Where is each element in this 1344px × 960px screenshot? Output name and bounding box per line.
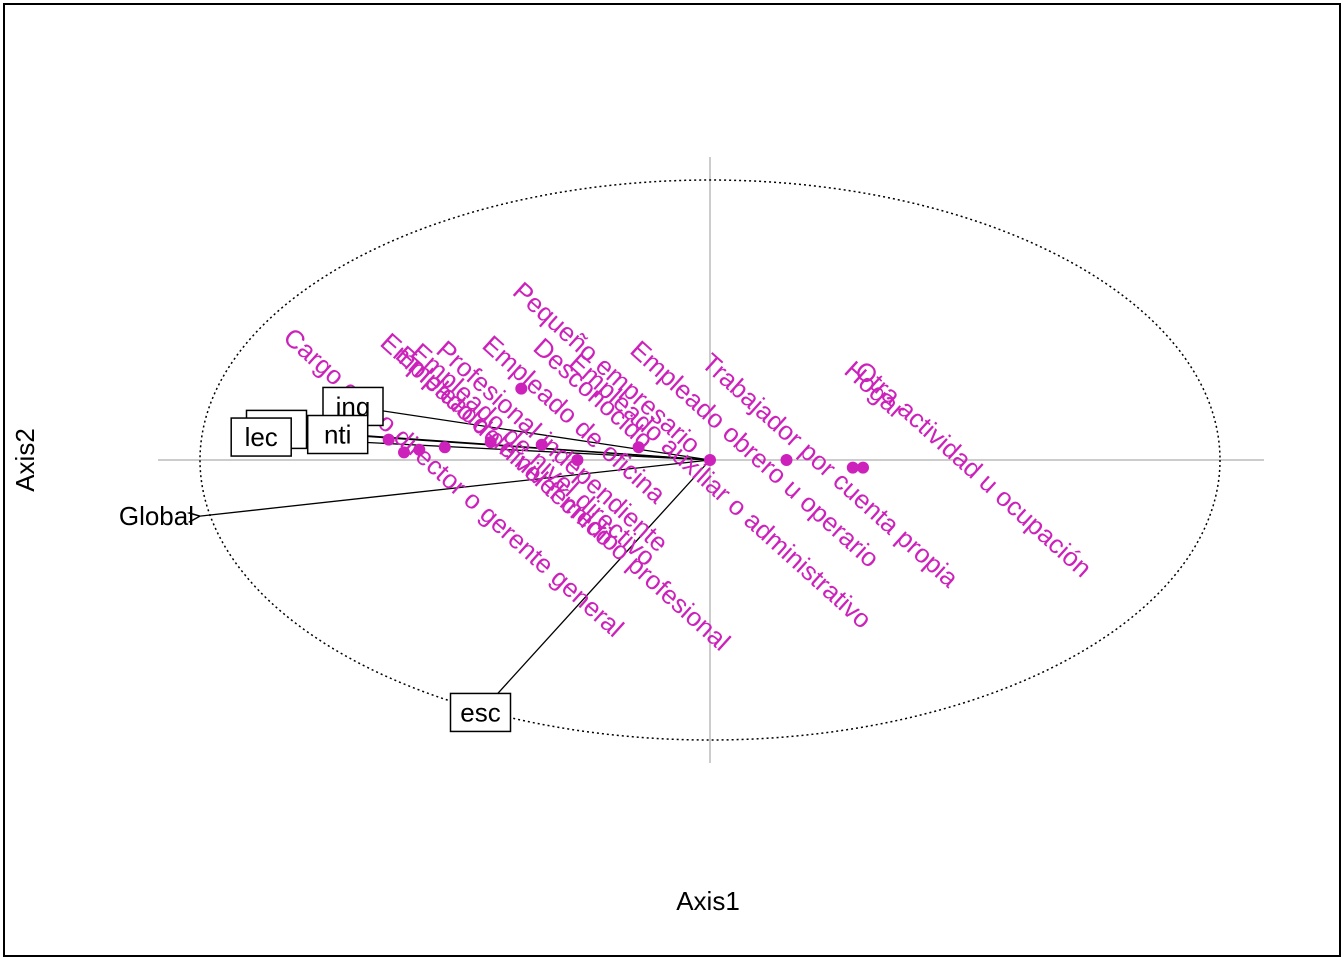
score-label-box-3 (230, 417, 292, 457)
score-arrow-5 (200, 459, 711, 516)
score-label-text-1: nti (324, 420, 351, 450)
score-label-3: lec (230, 417, 292, 457)
x-axis-label: Axis1 (676, 886, 740, 916)
score-arrow-4 (481, 459, 711, 712)
category-point-6 (535, 438, 548, 451)
score-label-text-3: lec (245, 422, 278, 452)
category-point-7 (515, 382, 528, 395)
score-label-box-1 (306, 414, 369, 455)
score-label-text-5: Global (119, 501, 194, 531)
category-point-13 (780, 454, 793, 466)
category-label-12: Otra actividad u ocupación (849, 355, 1098, 583)
score-label-layer: ingnticiulecescGlobal (119, 386, 512, 733)
score-label-5: Global (119, 501, 194, 531)
score-arrow-0 (353, 406, 711, 461)
correlation-circle (199, 179, 1221, 741)
category-label-10: Trabajador por cuenta propia (696, 347, 965, 593)
category-layer: Empleado de nivel técnico o profesionalE… (278, 276, 1098, 657)
category-point-10 (704, 454, 716, 466)
category-point-3 (438, 441, 451, 454)
category-point-2 (398, 446, 410, 459)
category-point-0 (382, 433, 395, 446)
y-axis-label: Axis2 (10, 428, 40, 492)
category-point-8 (571, 454, 584, 466)
category-point-12 (857, 461, 869, 474)
category-point-9 (632, 441, 645, 454)
category-point-5 (484, 436, 497, 449)
score-label-4: esc (449, 692, 512, 733)
score-label-box-4 (449, 692, 512, 733)
score-label-text-4: esc (460, 697, 500, 727)
category-point-1 (413, 443, 426, 456)
score-label-1: nti (306, 414, 369, 455)
plot-frame (3, 3, 1341, 957)
category-point-11 (846, 461, 859, 474)
